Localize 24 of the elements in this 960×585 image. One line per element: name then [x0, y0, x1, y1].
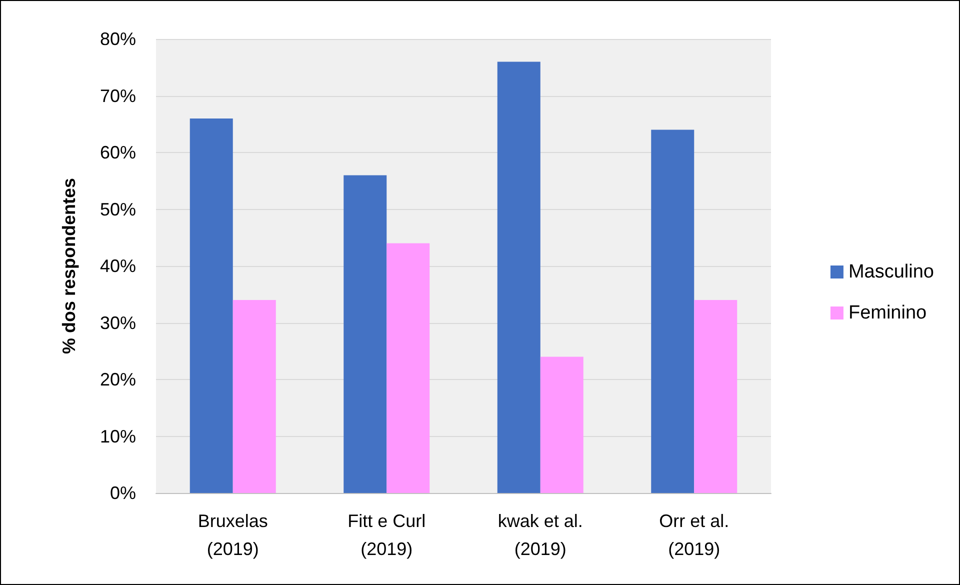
x-tick-label: Fitt e Curl (2019) [348, 511, 426, 559]
y-axis-title: % dos respondentes [59, 178, 79, 354]
y-tick-label: 70% [100, 86, 136, 106]
bar [386, 243, 430, 493]
bar [497, 62, 540, 493]
y-tick-label: 40% [100, 256, 136, 276]
bar [232, 300, 276, 493]
y-tick-label: 0% [110, 483, 136, 503]
y-tick-label: 10% [100, 426, 136, 446]
legend-label: Feminino [848, 302, 927, 324]
bar [694, 300, 738, 493]
bar [190, 118, 233, 493]
x-tick-label: kwak et al. (2019) [498, 511, 583, 559]
bar [540, 356, 584, 493]
x-tick-label: Bruxelas (2019) [198, 511, 268, 559]
y-tick-label: 20% [100, 370, 136, 390]
y-tick-label: 30% [100, 312, 136, 333]
y-tick-label: 80% [100, 29, 136, 49]
y-tick-label: 50% [100, 199, 136, 220]
bar [344, 175, 387, 493]
y-tick-label: 60% [100, 142, 136, 162]
x-tick-label: Orr et al. (2019) [659, 511, 730, 559]
legend-label: Masculino [848, 262, 934, 282]
bar [651, 130, 694, 493]
